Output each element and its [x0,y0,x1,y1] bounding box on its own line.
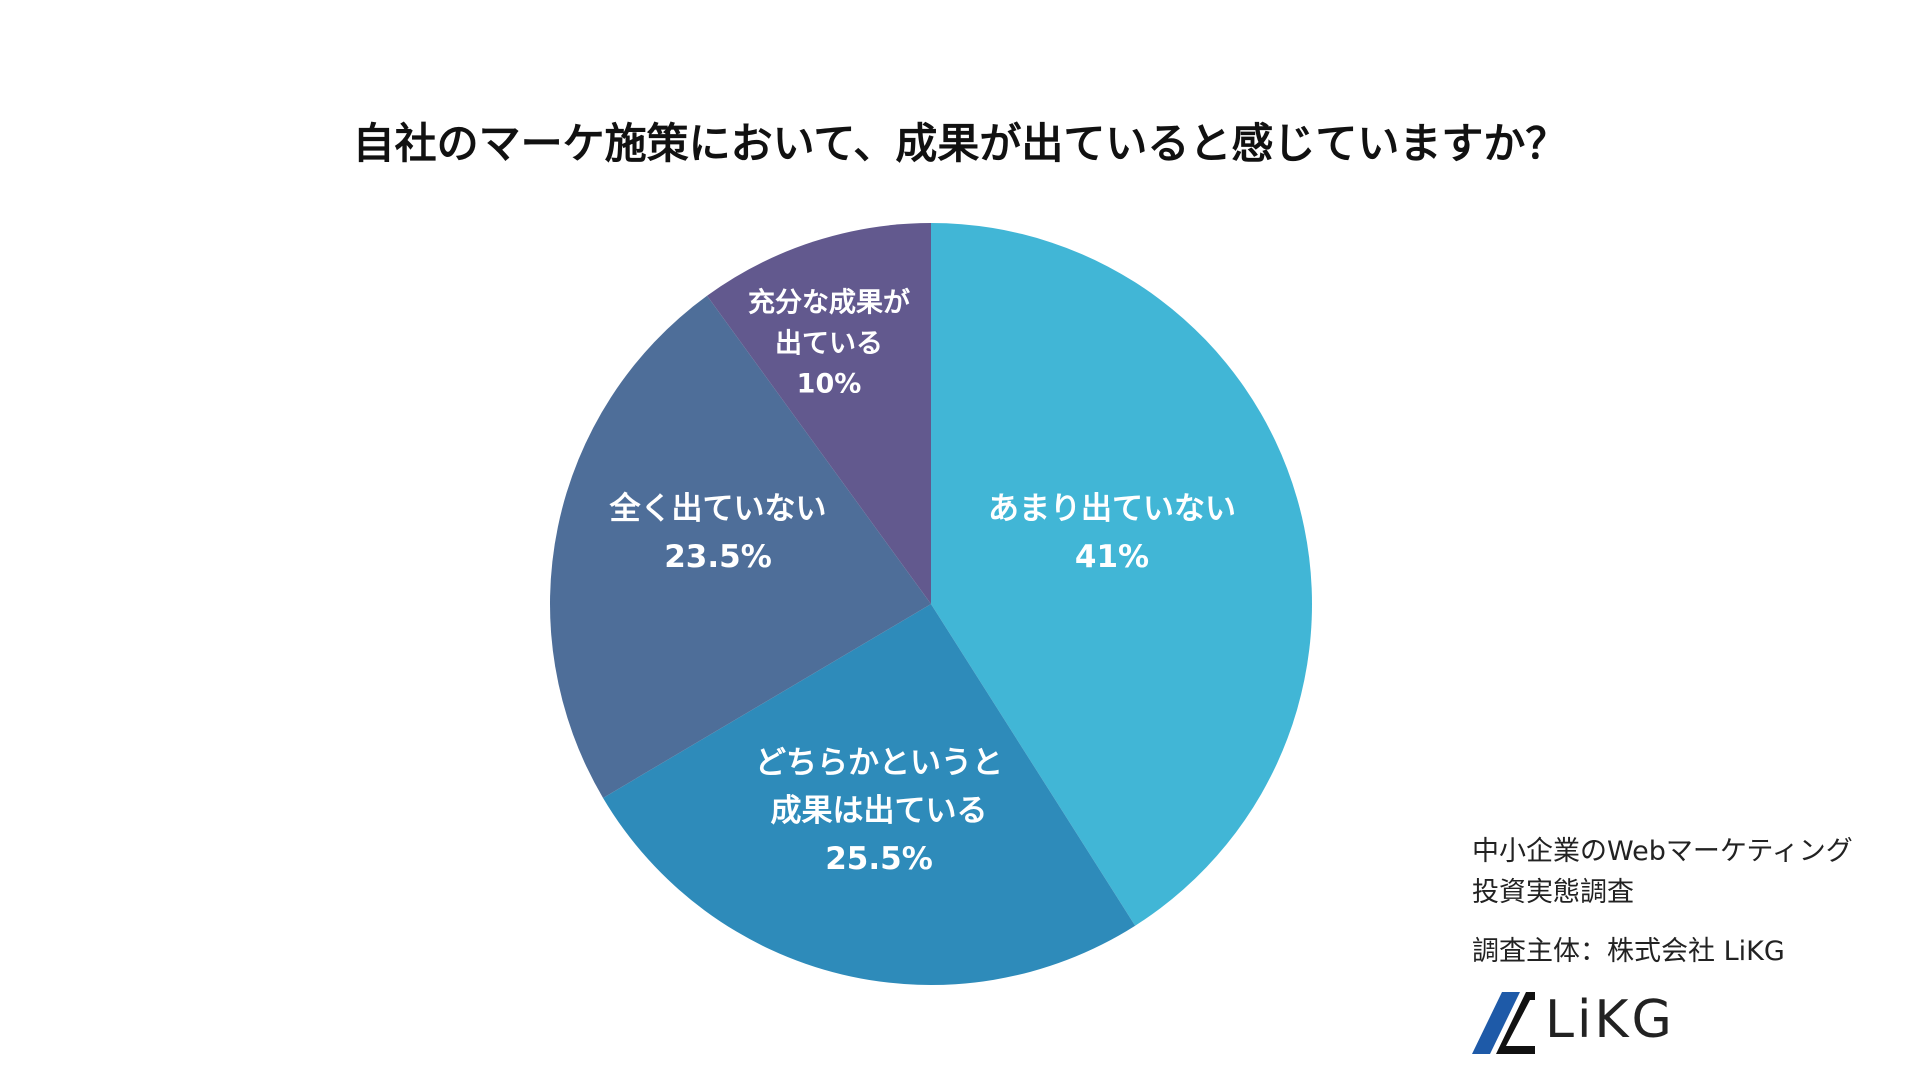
category-label: 充分な成果が 出ている [748,287,910,359]
category-label: あまり出ていない [988,490,1236,527]
category-label: 全く出ていない [609,490,827,527]
pie-slice [550,295,931,798]
pie-slice [603,604,1136,985]
logo-text: LiKG [1545,990,1675,1050]
pie-slice [931,223,1312,926]
chart-title: 自社のマーケ施策において、成果が出ていると感じていますか？ [352,119,1568,168]
value-label: 41% [1074,539,1150,575]
pie-slice [707,223,931,604]
value-label: 23.5% [664,539,772,575]
organizer: 調査主体：株式会社 LiKG [1472,936,1785,967]
logo-icon [1472,992,1535,1054]
slice-label: 充分な成果が 出ている 10% [748,283,910,405]
slice-label: あまり出ていない 41% [988,485,1236,581]
slice-label: どちらかというと 成果は出ている 25.5% [755,739,1003,883]
value-label: 25.5% [825,841,933,878]
slice-label: 全く出ていない 23.5% [610,485,827,581]
category-label: どちらかというと 成果は出ている [755,744,1003,829]
survey-name: 中小企業のWebマーケティング 投資実態調査 [1472,836,1853,908]
value-label: 10% [796,368,862,400]
